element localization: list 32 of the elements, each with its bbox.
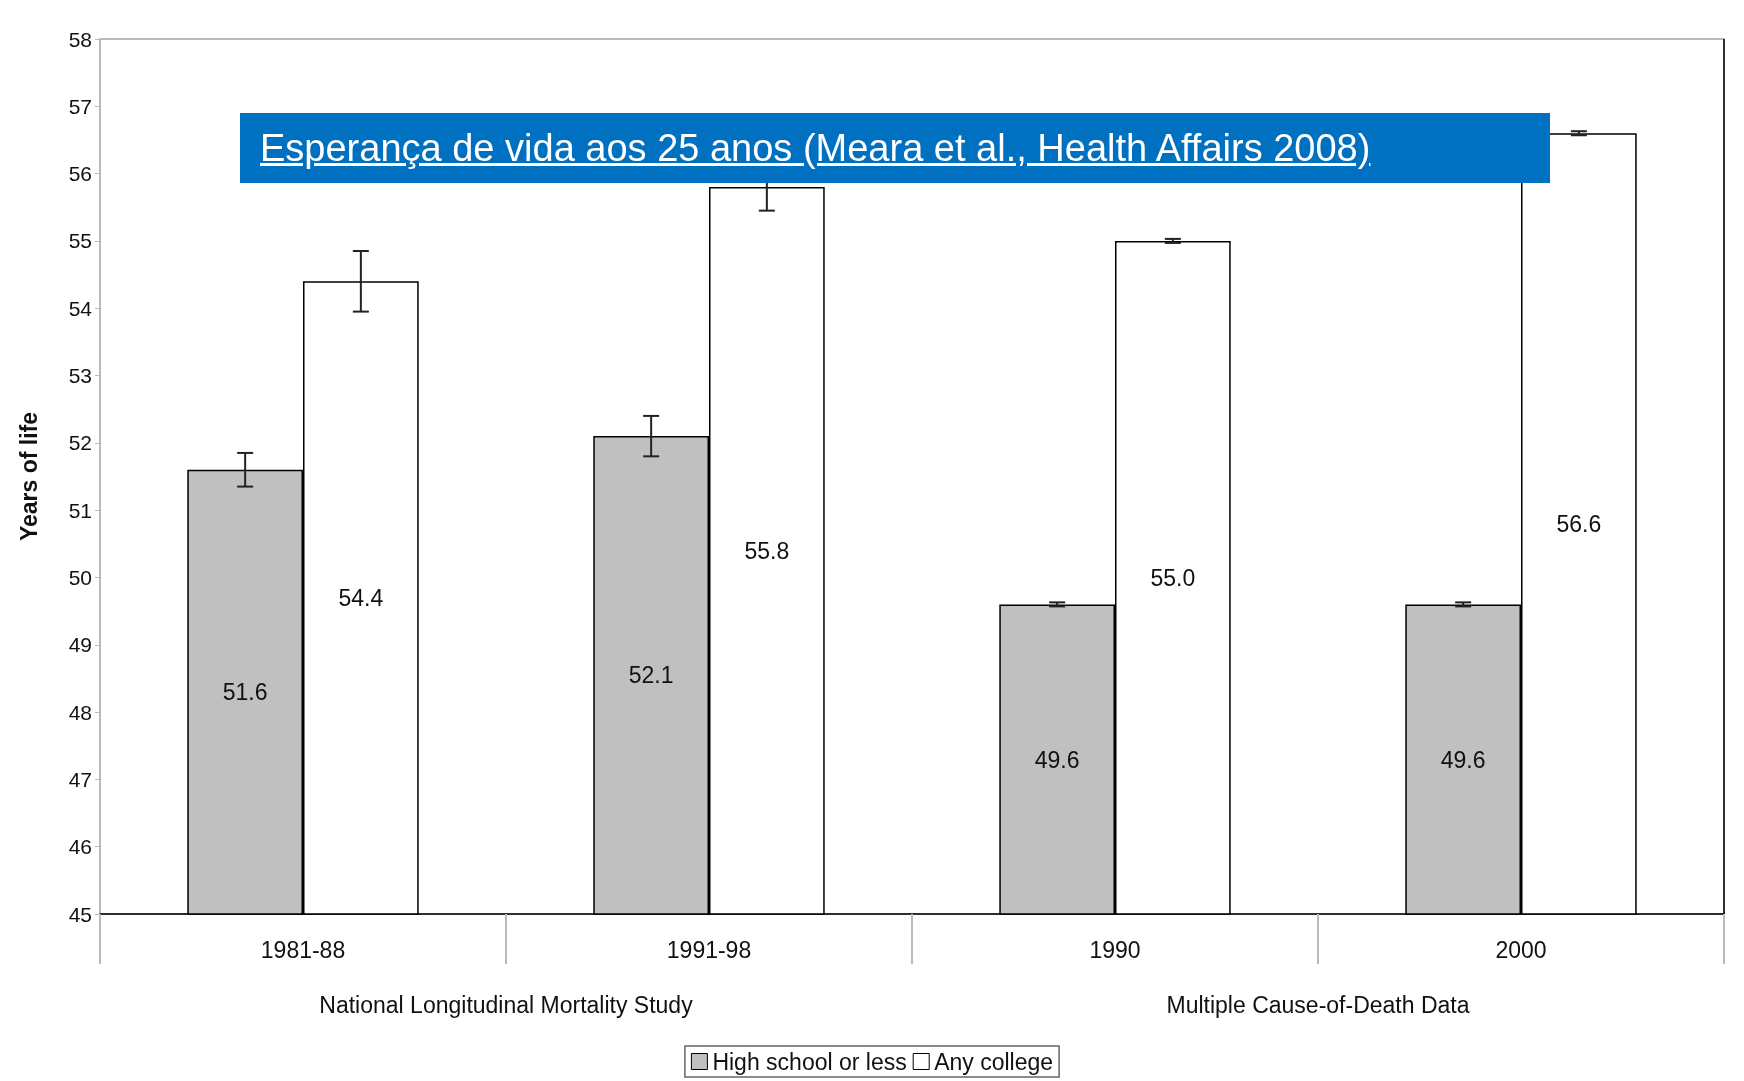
data-label: 54.4 bbox=[338, 585, 384, 612]
y-tick-label: 45 bbox=[68, 902, 92, 926]
x-tick-label: 2000 bbox=[1495, 936, 1547, 963]
y-tick-label: 56 bbox=[68, 162, 92, 186]
y-tick-label: 51 bbox=[68, 498, 92, 522]
text: National Longitudinal Mortality Study bbox=[318, 992, 694, 1019]
y-tick-label: 48 bbox=[68, 700, 92, 724]
data-label: 49.6 bbox=[1440, 746, 1486, 773]
y-tick-label: 57 bbox=[68, 94, 92, 118]
y-tick-label: 53 bbox=[68, 364, 92, 388]
data-label: 55.8 bbox=[744, 537, 790, 564]
data-label: 55.0 bbox=[1150, 564, 1196, 591]
x-tick-label: 1981-88 bbox=[260, 936, 346, 963]
title-banner: Esperança de vida aos 25 anos (Meara et al., Health Affairs 2008) bbox=[240, 113, 1550, 183]
x-tick-label: 1990 bbox=[1089, 936, 1141, 963]
y-axis-title: Years of life bbox=[15, 411, 42, 542]
data-label: 51.6 bbox=[222, 679, 268, 706]
y-tick-label: 49 bbox=[68, 633, 92, 657]
y-tick-label: 58 bbox=[68, 27, 92, 51]
y-tick-label: 47 bbox=[68, 767, 92, 791]
y-tick-label: 54 bbox=[68, 296, 93, 320]
y-tick-label: 55 bbox=[68, 229, 92, 253]
x-tick-label: 1991-98 bbox=[666, 936, 752, 963]
data-label: 49.6 bbox=[1034, 746, 1080, 773]
y-tick-label: 50 bbox=[68, 565, 92, 589]
text: Multiple Cause-of-Death Data bbox=[1165, 992, 1471, 1019]
data-label: 56.6 bbox=[1556, 510, 1602, 537]
y-tick-label: 46 bbox=[68, 835, 92, 859]
legend-label: High school or less bbox=[712, 1048, 907, 1075]
legend-label: Any college bbox=[934, 1048, 1054, 1075]
data-label: 52.1 bbox=[628, 662, 674, 689]
y-tick-label: 52 bbox=[68, 431, 92, 455]
